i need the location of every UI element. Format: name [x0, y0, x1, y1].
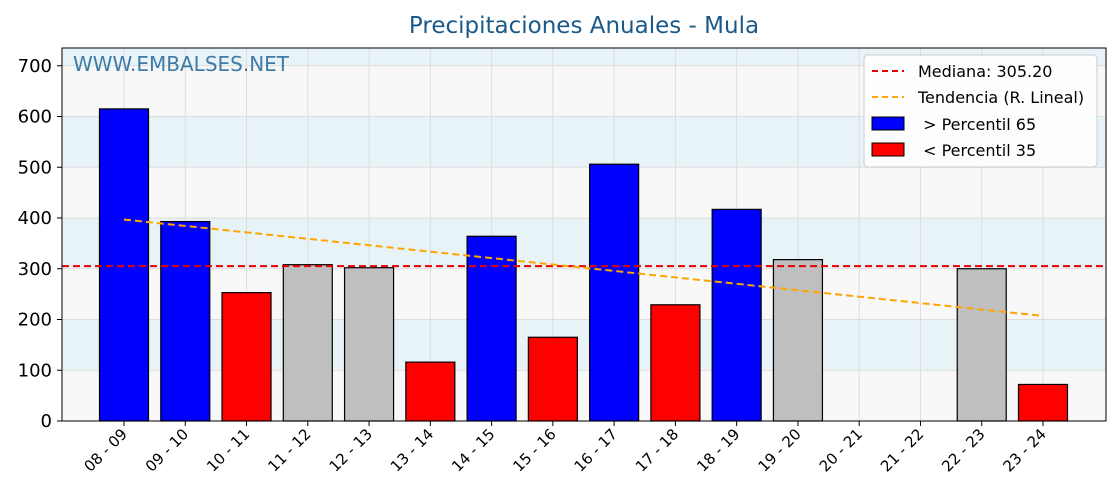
bar-09-10	[160, 220, 211, 422]
legend-median-label: Mediana: 305.20	[918, 62, 1052, 81]
x-tick-label: 16 - 17	[571, 425, 621, 475]
x-tick-label: 15 - 16	[509, 425, 559, 475]
x-tick-label: 10 - 11	[203, 425, 253, 475]
y-tick-label: 300	[18, 259, 52, 280]
bar-11-12	[282, 264, 333, 422]
bar-18-19	[711, 208, 762, 422]
x-tick-label: 17 - 18	[632, 425, 682, 475]
x-tick-label: 11 - 12	[264, 425, 314, 475]
y-tick-label: 700	[18, 56, 52, 77]
bar-19-20	[772, 259, 824, 422]
bar-23-24	[1017, 383, 1069, 422]
y-tick-label: 500	[18, 157, 52, 178]
x-tick-label: 22 - 23	[938, 425, 988, 475]
background-band	[62, 48, 1106, 66]
y-tick-label: 400	[18, 208, 52, 229]
x-tick-label: 08 - 09	[81, 425, 131, 475]
bar-13-14	[405, 361, 456, 422]
x-tick-label: 18 - 19	[693, 425, 743, 475]
legend-low-swatch	[871, 142, 905, 157]
x-tick-label: 13 - 14	[387, 425, 437, 475]
y-tick-label: 600	[18, 107, 52, 128]
bar-10-11	[221, 292, 272, 422]
legend-trend-label: Tendencia (R. Lineal)	[917, 88, 1084, 107]
bar-17-18	[650, 304, 701, 422]
y-tick-label: 200	[18, 310, 52, 331]
watermark-text: WWW.EMBALSES.NET	[73, 52, 290, 76]
bar-15-16	[527, 336, 578, 422]
x-tick-label: 14 - 15	[448, 425, 498, 475]
legend-high-label: > Percentil 65	[918, 115, 1036, 134]
background-band	[62, 218, 1106, 269]
x-tick-label: 21 - 22	[877, 425, 927, 475]
legend-low-label: < Percentil 35	[918, 141, 1036, 160]
bar-22-23	[956, 268, 1007, 422]
legend-box	[863, 54, 1098, 168]
bar-16-17	[589, 163, 640, 422]
legend: Mediana: 305.20 Tendencia (R. Lineal) > …	[863, 54, 1098, 168]
x-tick-label: 23 - 24	[1000, 425, 1050, 475]
y-tick-label: 0	[41, 411, 52, 432]
x-tick-label: 19 - 20	[754, 425, 804, 475]
x-tick-label: 12 - 13	[326, 425, 376, 475]
trend-line	[123, 218, 1044, 317]
plot-frame	[61, 47, 1107, 422]
bar-08-09	[98, 108, 150, 422]
legend-high-swatch	[871, 116, 905, 131]
chart-title: Precipitaciones Anuales - Mula	[409, 13, 759, 39]
background-band	[62, 319, 1106, 371]
x-tick-label: 09 - 10	[142, 425, 192, 475]
bar-14-15	[466, 235, 517, 422]
bar-12-13	[343, 267, 395, 422]
x-tick-label: 20 - 21	[816, 425, 866, 475]
y-tick-label: 100	[18, 360, 52, 381]
